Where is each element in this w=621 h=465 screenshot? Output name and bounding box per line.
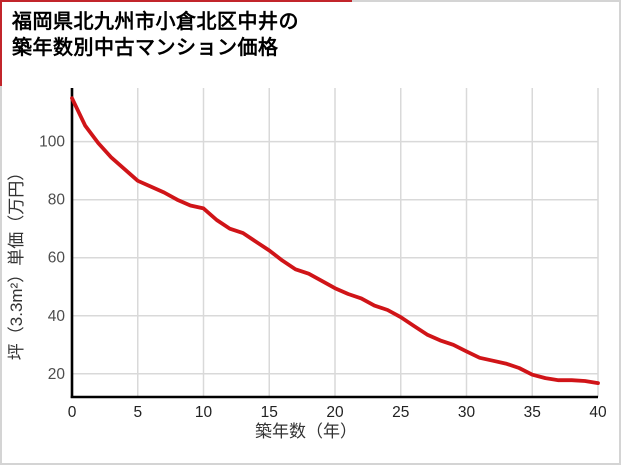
- svg-text:30: 30: [458, 404, 476, 421]
- svg-text:40: 40: [48, 308, 66, 325]
- card-border-left: [0, 0, 2, 465]
- red-accent-border-top: [0, 0, 352, 2]
- red-accent-border-left: [0, 0, 2, 86]
- svg-text:5: 5: [133, 404, 142, 421]
- y-tick-labels: 20 40 60 80 100: [39, 134, 65, 383]
- x-axis-title: 築年数（年）: [255, 422, 357, 441]
- svg-text:15: 15: [261, 404, 278, 421]
- svg-text:100: 100: [39, 134, 65, 151]
- gridlines: [72, 88, 599, 397]
- y-axis-title: 坪（3.3m²）単価（万円）: [7, 164, 26, 360]
- svg-text:25: 25: [392, 404, 409, 421]
- svg-text:20: 20: [326, 404, 344, 421]
- svg-text:80: 80: [48, 192, 66, 209]
- svg-text:40: 40: [589, 404, 607, 421]
- chart-title-line1: 福岡県北九州市小倉北区中井の: [12, 11, 299, 33]
- svg-text:10: 10: [195, 404, 213, 421]
- svg-text:20: 20: [48, 366, 66, 383]
- svg-text:0: 0: [68, 404, 77, 421]
- price-line-series: [70, 96, 600, 386]
- x-tick-labels: 0 5 10 15 20 25 30 35 40: [68, 404, 607, 421]
- card-border-right: [619, 0, 621, 465]
- svg-text:60: 60: [48, 250, 66, 267]
- chart-title-line2: 築年数別中古マンション価格: [12, 37, 279, 59]
- svg-text:35: 35: [524, 404, 541, 421]
- card-border-bottom: [0, 463, 621, 465]
- chart-title: 福岡県北九州市小倉北区中井の 築年数別中古マンション価格: [12, 9, 299, 61]
